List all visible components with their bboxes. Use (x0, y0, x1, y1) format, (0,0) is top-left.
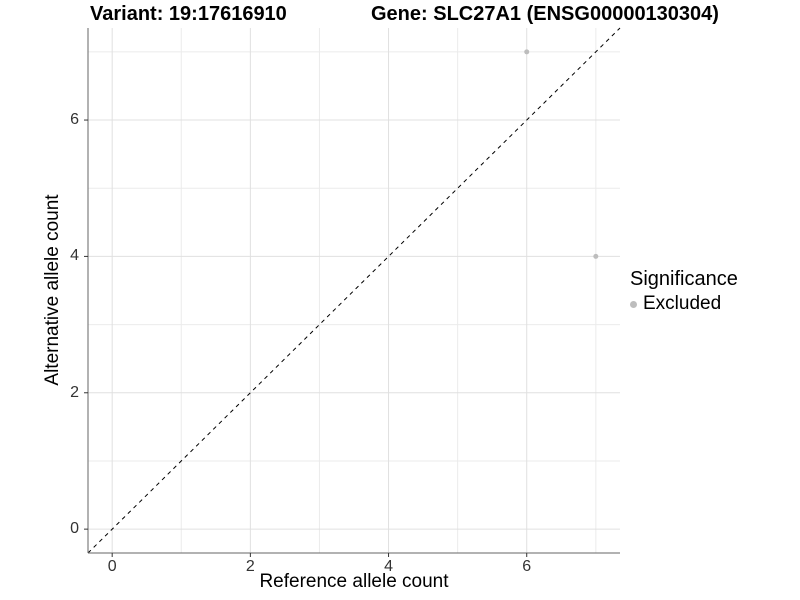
x-tick-label: 4 (384, 558, 393, 575)
x-axis-title: Reference allele count (259, 571, 449, 592)
y-tick-label: 6 (70, 111, 79, 129)
plot-title-gene: Gene: SLC27A1 (ENSG00000130304) (371, 3, 719, 25)
legend-title: Significance (630, 268, 738, 290)
y-tick-label: 4 (70, 247, 79, 265)
y-tick-label: 2 (70, 383, 79, 401)
data-point (524, 49, 530, 55)
plot-title-variant: Variant: 19:17616910 (90, 3, 287, 25)
data-point (593, 253, 599, 259)
x-tick-label: 6 (522, 558, 532, 575)
legend-entry-label: Excluded (643, 293, 722, 314)
y-tick-label: 0 (70, 520, 79, 538)
identity-dashed-line (87, 27, 621, 554)
legend-entry-excluded: Excluded (630, 293, 738, 315)
y-axis-title: Alternative allele count (42, 194, 63, 386)
legend-point-icon (630, 300, 637, 308)
x-tick-label: 0 (107, 558, 117, 575)
x-tick-label: 2 (245, 558, 255, 575)
legend: Significance Excluded (630, 268, 738, 315)
